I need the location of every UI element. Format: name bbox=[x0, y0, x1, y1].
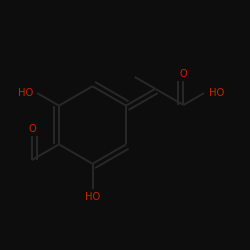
Text: HO: HO bbox=[208, 88, 224, 98]
Text: HO: HO bbox=[18, 88, 34, 98]
Text: O: O bbox=[180, 69, 187, 79]
Text: HO: HO bbox=[85, 192, 100, 202]
Text: O: O bbox=[28, 124, 36, 134]
